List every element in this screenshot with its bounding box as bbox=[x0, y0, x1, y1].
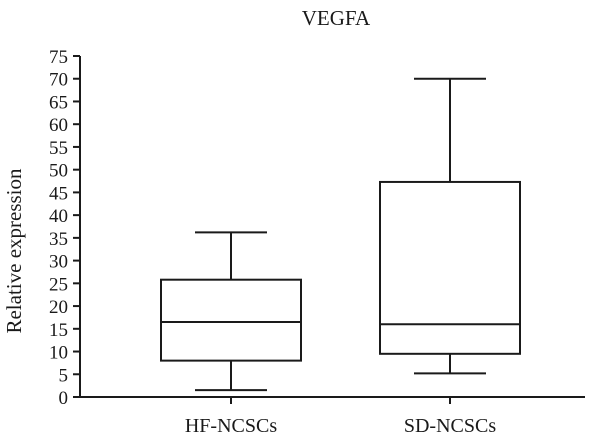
y-tick-label: 75 bbox=[49, 47, 68, 68]
iqr-box bbox=[160, 278, 302, 362]
y-tick-label: 25 bbox=[49, 274, 68, 295]
y-tick-label: 5 bbox=[59, 365, 69, 386]
y-tick-label: 50 bbox=[49, 161, 68, 182]
y-tick-label: 30 bbox=[49, 252, 68, 273]
chart-title: VEGFA bbox=[302, 6, 371, 30]
y-tick-label: 15 bbox=[49, 320, 68, 341]
box-series bbox=[160, 77, 521, 392]
y-tick-label: 55 bbox=[49, 138, 68, 159]
iqr-box bbox=[379, 180, 521, 355]
y-axis-label: Relative expression bbox=[2, 168, 26, 334]
box-sd-ncscs bbox=[379, 77, 521, 375]
y-tick-label: 45 bbox=[49, 183, 68, 204]
box-hf-ncscs bbox=[160, 231, 302, 392]
x-axis: HF-NCSCs SD-NCSCs bbox=[80, 396, 585, 437]
y-tick-label: 40 bbox=[49, 206, 68, 227]
x-tick-label: HF-NCSCs bbox=[185, 415, 277, 437]
y-tick-label: 10 bbox=[49, 343, 68, 364]
y-tick-label: 20 bbox=[49, 297, 68, 318]
y-tick-label: 70 bbox=[49, 70, 68, 91]
y-tick-label: 35 bbox=[49, 229, 68, 250]
y-tick-label: 65 bbox=[49, 92, 68, 113]
y-tick-label: 0 bbox=[59, 388, 69, 409]
x-tick-label: SD-NCSCs bbox=[404, 415, 496, 437]
y-tick-label: 60 bbox=[49, 115, 68, 136]
